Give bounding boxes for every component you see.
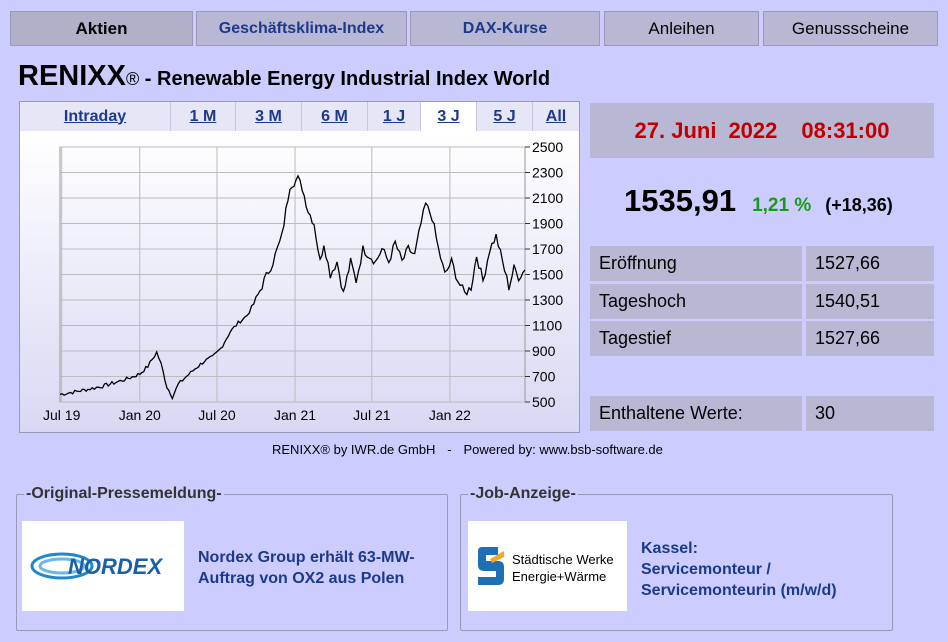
change-percent: 1,21 % [752,195,812,216]
stat-value: 1540,51 [806,284,934,319]
y-tick-label: 1900 [532,216,563,232]
nordex-logo[interactable]: NORDEX [22,521,184,611]
y-tick-label: 1700 [532,241,563,257]
chart-background [20,131,579,432]
y-tick-label: 1300 [532,292,563,308]
job-ad-text[interactable]: Kassel: Servicemonteur / Servicemonteuri… [641,538,881,601]
stat-label: Enthaltene Werte: [590,396,802,431]
stat-label: Tagestief [590,321,802,356]
stat-value: 30 [806,396,934,431]
y-tick-label: 1500 [532,267,563,283]
tab-dax-kurse[interactable]: DAX-Kurse [410,11,600,46]
range-tab-1j[interactable]: 1 J [368,102,421,131]
stat-row-low: Tagestief 1527,66 [590,321,934,356]
quote-datetime: 27. Juni 2022 08:31:00 [590,103,934,158]
tab-aktien[interactable]: Aktien [10,11,193,46]
index-name: RENIXX [18,60,126,92]
quote-summary: 1535,91 1,21 % (+18,36) [624,183,893,219]
job-ad-title: Servicemonteur / Servicemonteurin (m/w/d… [641,561,837,599]
current-price: 1535,91 [624,183,737,218]
range-tabs: Intraday 1 M 3 M 6 M 1 J 3 J 5 J All [20,102,579,131]
registered-mark: ® [125,69,140,89]
range-tab-all[interactable]: All [533,102,579,131]
stat-label: Tageshoch [590,284,802,319]
x-tick-label: Jul 19 [43,407,81,423]
stat-label: Eröffnung [590,246,802,281]
range-tab-3m[interactable]: 3 M [236,102,302,131]
stat-row-open: Eröffnung 1527,66 [590,246,934,281]
page-title: RENIXX® - Renewable Energy Industrial In… [18,60,550,93]
press-release-headline[interactable]: Nordex Group erhält 63-MW-Auftrag von OX… [198,549,415,587]
nordex-logo-image: NORDEX [30,552,163,580]
y-tick-label: 1100 [532,318,562,334]
range-tab-5j[interactable]: 5 J [477,102,533,131]
quote-date-day: 27. Juni [634,117,717,143]
x-tick-label: Jul 20 [198,407,236,423]
chart-panel: Intraday 1 M 3 M 6 M 1 J 3 J 5 J All 250… [19,101,580,433]
press-release-legend: -Original-Pressemeldung- [26,485,222,502]
y-tick-label: 500 [532,394,556,410]
nordex-logo-text: NORDEX [68,554,163,579]
y-tick-label: 700 [532,369,556,385]
top-navigation: Aktien Geschäftsklima-Index DAX-Kurse An… [10,11,938,46]
x-tick-label: Jul 21 [353,407,391,423]
x-tick-label: Jan 20 [119,407,161,423]
credit-right: Powered by: www.bsb-software.de [463,442,663,457]
x-tick-label: Jan 21 [274,407,316,423]
stadtwerke-logo[interactable]: Städtische Werke Energie+Wärme [468,521,627,611]
tab-anleihen[interactable]: Anleihen [604,11,759,46]
stadtwerke-logo-line1: Städtische Werke [512,552,614,567]
change-absolute: (+18,36) [825,195,893,215]
y-tick-label: 2300 [532,165,563,181]
stadtwerke-logo-image: Städtische Werke Energie+Wärme [478,547,614,585]
y-tick-label: 2500 [532,139,563,155]
y-tick-label: 900 [532,343,556,359]
stat-row-constituents: Enthaltene Werte: 30 [590,396,934,431]
series-line [59,174,526,401]
range-tab-intraday[interactable]: Intraday [20,102,171,131]
credit-separator: - [447,442,452,457]
range-tab-1m[interactable]: 1 M [171,102,236,131]
index-line-chart: 2500 2300 2100 1900 1700 1500 1300 1100 900 700 50… [20,131,579,432]
quote-time: 08:31:00 [801,117,890,143]
job-ad-city: Kassel: [641,540,698,557]
range-tab-6m[interactable]: 6 M [302,102,368,131]
credit-left: RENIXX® by IWR.de GmbH [272,442,436,457]
stat-row-high: Tageshoch 1540,51 [590,284,934,319]
stat-value: 1527,66 [806,321,934,356]
range-tab-3j[interactable]: 3 J [421,102,477,131]
tab-geschaeftsklima-index[interactable]: Geschäftsklima-Index [196,11,407,46]
y-tick-label: 2100 [532,190,563,206]
stat-value: 1527,66 [806,246,934,281]
quote-date-year: 2022 [728,117,778,143]
stadtwerke-logo-line2: Energie+Wärme [512,569,606,584]
job-ad-legend: -Job-Anzeige- [470,485,576,502]
tab-genussscheine[interactable]: Genussscheine [763,11,938,46]
x-tick-label: Jan 22 [429,407,471,423]
chart-credit: RENIXX® by IWR.de GmbH - Powered by: www.b… [272,442,663,457]
index-subtitle: - Renewable Energy Industrial Index Worl… [139,68,551,90]
stadtwerke-logo-mark [478,547,504,585]
